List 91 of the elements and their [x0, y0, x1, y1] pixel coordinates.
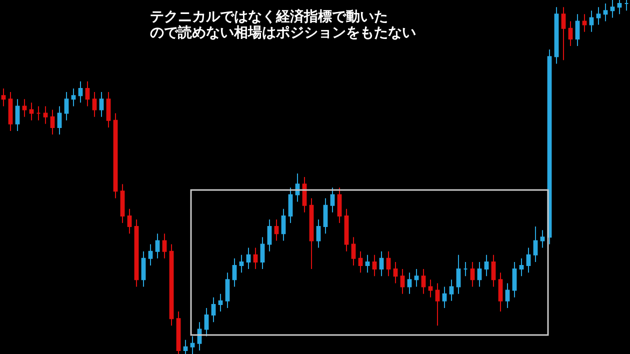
candlestick: [183, 339, 188, 354]
candlestick: [225, 272, 230, 308]
candlestick: [372, 254, 377, 277]
candlestick: [400, 268, 405, 294]
candlestick: [232, 258, 237, 288]
candlestick: [435, 282, 440, 326]
candlestick: [610, 0, 615, 18]
candlestick: [414, 268, 419, 288]
candlestick: [127, 208, 132, 234]
candlestick: [323, 198, 328, 234]
candlestick: [491, 254, 496, 288]
candlestick: [407, 272, 412, 294]
candlestick: [393, 261, 398, 284]
candlestick: [162, 233, 167, 259]
candlestick: [50, 109, 55, 136]
candlestick: [589, 10, 594, 32]
candlestick: [624, 0, 629, 12]
candlestick: [421, 268, 426, 294]
annotation: テクニカルではなく経済指標で動いた: [150, 8, 388, 25]
candlestick: [1, 88, 6, 107]
candlestick: [365, 254, 370, 274]
candlestick: [463, 261, 468, 277]
candlestick: [379, 250, 384, 277]
candlestick: [568, 20, 573, 47]
candlestick: [211, 296, 216, 323]
candlestick: [337, 187, 342, 224]
candlestick: [519, 258, 524, 277]
annotation: ので読めない相場はポジションをもたない: [150, 24, 416, 41]
candlestick: [540, 230, 545, 248]
candlestick: [316, 218, 321, 248]
candlestick: [477, 261, 482, 288]
candlestick: [582, 14, 587, 32]
candlestick: [386, 250, 391, 277]
candlestick: [148, 244, 153, 266]
candlestick: [246, 247, 251, 270]
candlestick: [176, 311, 181, 354]
candlestick: [302, 176, 307, 213]
candlestick: [22, 98, 27, 118]
candlestick: [253, 247, 258, 270]
candlestick: [99, 92, 104, 118]
candlestick: [260, 236, 265, 270]
candlestick: [134, 218, 139, 288]
candlestick: [197, 322, 202, 351]
candlestick: [456, 254, 461, 294]
candlestick: [239, 254, 244, 274]
candlestick: [603, 3, 608, 22]
candlestick: [512, 261, 517, 298]
candlestick: [71, 88, 76, 107]
candlestick: [281, 208, 286, 242]
candlestick: [141, 250, 146, 288]
candlestick: [15, 98, 20, 132]
candlestick: [575, 14, 580, 47]
candlestick: [428, 279, 433, 298]
candlestick: [561, 6, 566, 61]
candlestick: [218, 293, 223, 312]
candlestick: [36, 106, 41, 121]
candlestick: [309, 198, 314, 270]
candlestick: [85, 80, 90, 107]
candlestick: [526, 247, 531, 274]
candlestick: [57, 106, 62, 136]
candlestick: [64, 92, 69, 121]
candlestick: [106, 92, 111, 128]
candlestick: [113, 112, 118, 199]
candlestick: [267, 218, 272, 252]
candlestick: [204, 307, 209, 337]
candlestick: [274, 218, 279, 242]
candlestick: [344, 208, 349, 252]
candlestick: [533, 226, 538, 262]
candlestick: [617, 0, 622, 15]
candlestick: [596, 6, 601, 26]
candlestick: [92, 92, 97, 118]
candlestick: [288, 187, 293, 224]
candlestick: [155, 233, 160, 259]
candlestick: [484, 254, 489, 277]
candlestick: [29, 102, 34, 121]
candlestick: [554, 6, 559, 64]
candlestick: [498, 272, 503, 312]
candlestick: [470, 261, 475, 288]
candlestick: [505, 282, 510, 308]
candlestick: [120, 184, 125, 224]
candlestick: [442, 286, 447, 308]
candlestick: [330, 187, 335, 213]
candlestick: [295, 172, 300, 202]
candlestick: [351, 236, 356, 266]
candlestick: [358, 250, 363, 274]
candlestick: [190, 336, 195, 354]
candlestick: [78, 80, 83, 104]
candlestick: [8, 92, 13, 132]
candlestick: [43, 106, 48, 124]
candlestick: [449, 279, 454, 302]
candlestick: [169, 244, 174, 326]
